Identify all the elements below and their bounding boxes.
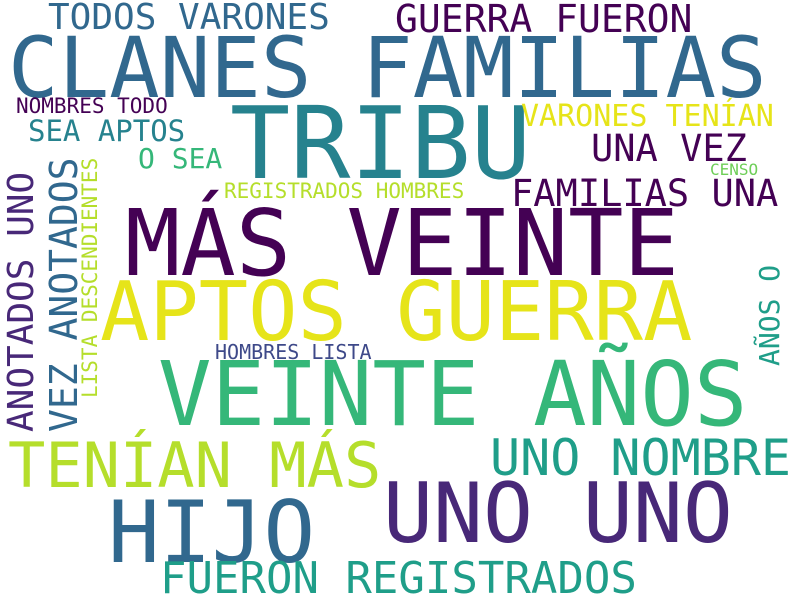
word-mas-veinte: MÁS VEINTE <box>125 190 679 297</box>
word-uno-uno: UNO UNO <box>383 465 733 562</box>
word-varones-tenian: VARONES TENÍAN <box>521 99 774 134</box>
word-hombres-lista: HOMBRES LISTA <box>215 340 372 364</box>
word-anotados-uno: ANOTADOS UNO <box>1 171 42 432</box>
word-lista-descendientes: LISTA DESCENDIENTES <box>78 157 102 398</box>
word-guerra-fueron: GUERRA FUERON <box>395 0 693 41</box>
word-fueron-registrados: FUERON REGISTRADOS <box>160 553 637 600</box>
word-clanes-familias: CLANES FAMILIAS <box>8 19 767 117</box>
word-nombres-todo: NOMBRES TODO <box>16 94 168 118</box>
word-todos-varones: TODOS VARONES <box>48 0 330 38</box>
word-sea-aptos: SEA APTOS <box>28 114 186 148</box>
word-tribu: TRIBU <box>230 85 532 202</box>
word-familias-una: FAMILIAS UNA <box>511 172 779 215</box>
word-tenian-mas: TENÍAN MÁS <box>8 429 382 502</box>
word-o-sea: O SEA <box>138 142 223 175</box>
word-aptos-guerra: APTOS GUERRA <box>100 265 693 360</box>
word-veinte-anos: VEINTE AÑOS <box>158 342 748 446</box>
word-censo: CENSO <box>710 160 759 179</box>
word-una-vez: UNA VEZ <box>591 127 747 170</box>
word-uno-nombre: UNO NOMBRE <box>490 429 792 487</box>
word-hijo: HIJO <box>108 483 316 583</box>
word-registrados-hombres: REGISTRADOS HOMBRES <box>224 179 465 203</box>
word-anos-o: AÑOS O <box>753 264 786 366</box>
